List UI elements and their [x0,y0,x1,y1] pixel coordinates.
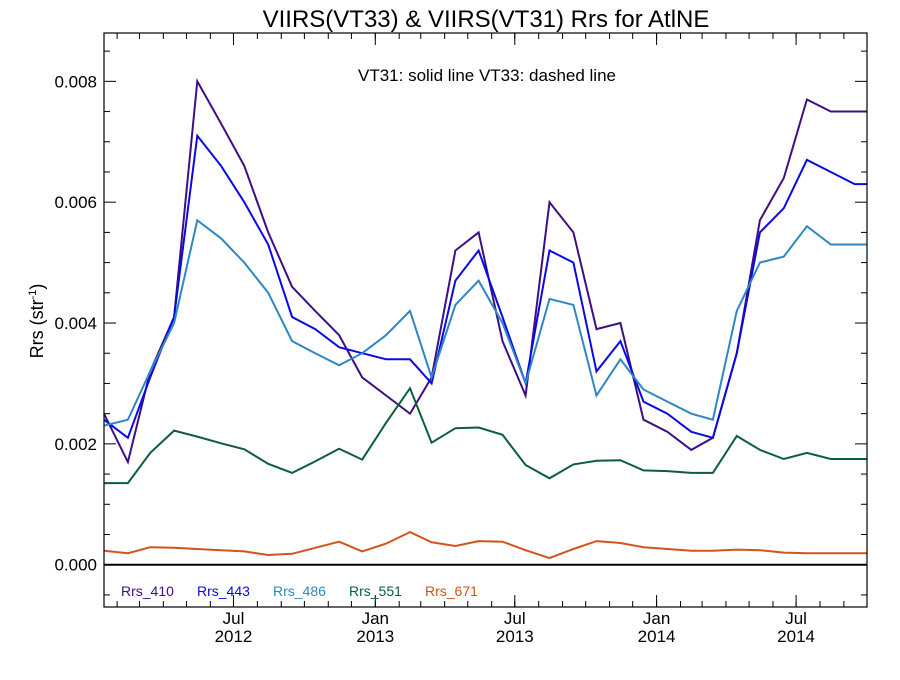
chart-title: VIIRS(VT33) & VIIRS(VT31) Rrs for AtlNE [263,6,710,33]
x-tick-label-year: 2013 [496,627,534,646]
x-tick-label-month: Jan [362,609,389,628]
plot-frame [103,32,868,608]
plot-layer: 0.0000.0020.0040.0060.008Jul2012Jan2013J… [54,32,868,646]
legend-item-rrs-486: Rrs_486 [273,583,326,599]
y-tick-label: 0.002 [54,435,97,454]
x-tick-label-year: 2012 [215,627,253,646]
y-axis-label-superscript: -1 [27,290,39,300]
x-tick-label-month: Jul [504,609,526,628]
x-tick-label-year: 2013 [356,627,394,646]
legend-item-rrs-443: Rrs_443 [197,583,250,599]
legend-item-rrs-551: Rrs_551 [349,583,402,599]
x-tick-label-year: 2014 [638,627,676,646]
series-line-rrs-551 [104,386,867,485]
y-tick-label: 0.004 [54,314,97,333]
x-tick-label-month: Jul [785,609,807,628]
x-tick-label-month: Jul [223,609,245,628]
x-tick-label-year: 2014 [777,627,815,646]
y-axis-label: Rrs (str-1) [27,284,47,359]
legend-item-rrs-410: Rrs_410 [121,583,174,599]
y-axis-label-suffix: ) [27,284,47,290]
series-line-rrs-671 [103,530,867,560]
y-tick-label: 0.006 [54,193,97,212]
y-tick-label: 0.008 [54,72,97,91]
legend-item-rrs-671: Rrs_671 [425,583,478,599]
series-line-rrs-443 [103,133,867,440]
x-tick-label-month: Jan [643,609,670,628]
chart-annotation: VT31: solid line VT33: dashed line [358,66,616,85]
y-tick-label: 0.000 [54,556,97,575]
series-line-rrs-486 [103,218,867,427]
y-axis-label-main: Rrs (str [27,299,47,358]
